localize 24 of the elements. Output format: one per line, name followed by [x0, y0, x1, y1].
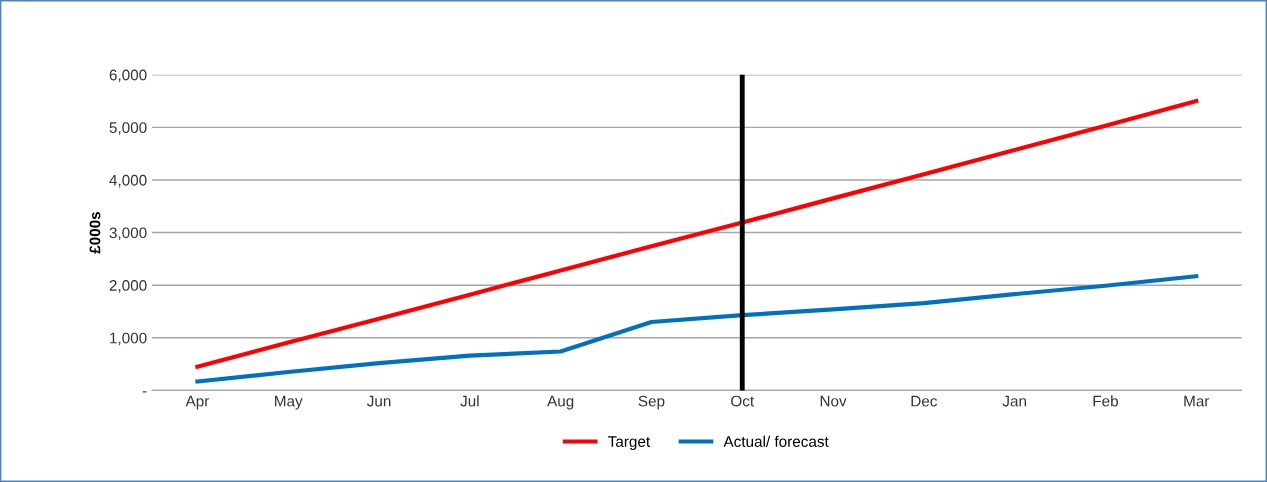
x-tick-label: Nov	[820, 395, 847, 407]
x-tick-label: Jun	[366, 395, 391, 407]
y-tick-label: 4,000	[109, 174, 147, 188]
x-tick-label: Sep	[638, 395, 665, 410]
legend-label: Target	[608, 436, 651, 450]
line-series	[195, 274, 1199, 384]
line-series	[195, 98, 1199, 369]
y-tick-label: 5,000	[109, 122, 147, 135]
y-tick-label: 6,000	[109, 69, 147, 83]
x-tick-label: Feb	[1093, 395, 1118, 407]
x-tick-label: Aug	[547, 395, 574, 410]
y-tick-label: 1,000	[110, 332, 147, 346]
x-tick-label: Jul	[460, 395, 479, 407]
y-axis-title: £000s	[89, 211, 101, 254]
x-tick-label: Dec	[911, 395, 938, 407]
y-tick-label: -	[142, 391, 147, 393]
x-tick-label: Jan	[1002, 395, 1026, 407]
x-tick-label: Apr	[185, 395, 210, 410]
x-tick-label: May	[275, 395, 303, 410]
x-tick-label: Oct	[731, 395, 755, 407]
y-tick-label: 3,000	[109, 227, 147, 241]
y-tick-label: 2,000	[109, 280, 147, 293]
x-tick-label: Mar	[1184, 395, 1210, 407]
legend-label: Actual/ forecast	[723, 435, 829, 447]
